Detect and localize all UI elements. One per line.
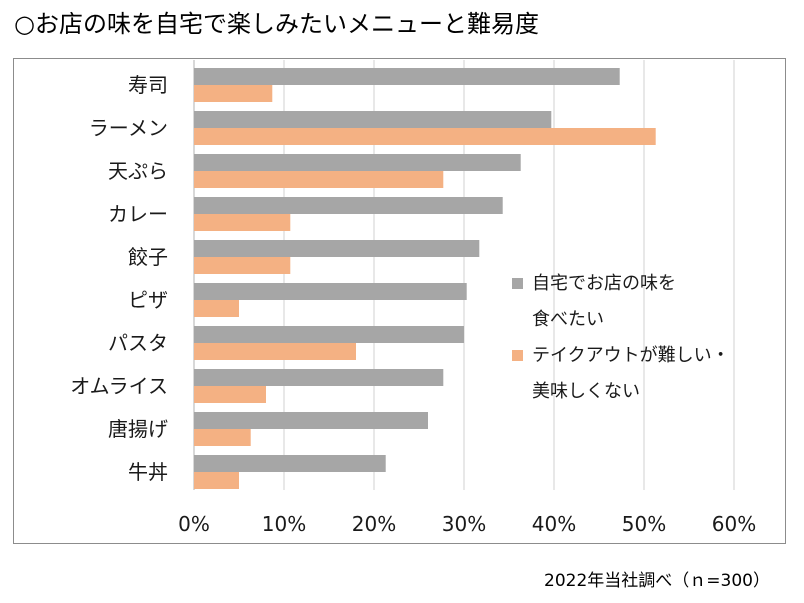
bar-series2 (194, 343, 356, 360)
bar-series1 (194, 326, 464, 343)
bar-series2 (194, 171, 444, 188)
legend-label-series2-line2: 美味しくない (532, 381, 640, 402)
category-label: オムライス (70, 374, 168, 398)
bar-series1 (194, 111, 552, 128)
category-label: 寿司 (128, 73, 168, 97)
bar-series2 (194, 300, 239, 317)
x-tick-label: 0% (178, 512, 210, 536)
bar-series2 (194, 386, 266, 403)
bar-series2 (194, 214, 291, 231)
bar-series2 (194, 472, 239, 489)
category-label: カレー (108, 202, 168, 226)
bar-series1 (194, 369, 444, 386)
bar-series2 (194, 429, 251, 446)
legend-item-series2: テイクアウトが難しい・ 美味しくない (512, 338, 762, 410)
x-tick-label: 40% (532, 512, 576, 536)
chart-legend: 自宅でお店の味を 食べたい テイクアウトが難しい・ 美味しくない (512, 266, 762, 410)
x-tick-label: 30% (442, 512, 486, 536)
x-tick-label: 50% (622, 512, 666, 536)
legend-swatch-series2 (512, 350, 523, 361)
category-label: 餃子 (128, 245, 168, 269)
bar-series2 (194, 85, 273, 102)
bar-series2 (194, 257, 291, 274)
bar-series2 (194, 128, 656, 145)
category-label: 唐揚げ (108, 417, 168, 441)
bar-series1 (194, 68, 620, 85)
category-label: ピザ (128, 288, 168, 312)
category-label: ラーメン (89, 116, 168, 140)
bar-series1 (194, 412, 428, 429)
bar-series1 (194, 240, 480, 257)
x-tick-label: 10% (262, 512, 306, 536)
bar-series1 (194, 154, 521, 171)
category-label: 牛丼 (128, 460, 168, 484)
category-label: 天ぷら (108, 159, 168, 183)
x-tick-label: 20% (352, 512, 396, 536)
source-note: 2022年当社調べ（ｎ=300） (544, 571, 770, 591)
chart-title: ○お店の味を自宅で楽しみたいメニューと難易度 (14, 10, 539, 38)
bar-series1 (194, 197, 503, 214)
x-tick-label: 60% (712, 512, 756, 536)
legend-item-series1: 自宅でお店の味を 食べたい (512, 266, 762, 338)
legend-label-series2-line1: テイクアウトが難しい・ (532, 345, 730, 366)
category-label: パスタ (108, 331, 168, 355)
legend-swatch-series1 (512, 278, 523, 289)
bar-series1 (194, 455, 386, 472)
legend-label-series1-line2: 食べたい (532, 309, 604, 330)
legend-label-series1-line1: 自宅でお店の味を (532, 273, 676, 294)
bar-series1 (194, 283, 467, 300)
